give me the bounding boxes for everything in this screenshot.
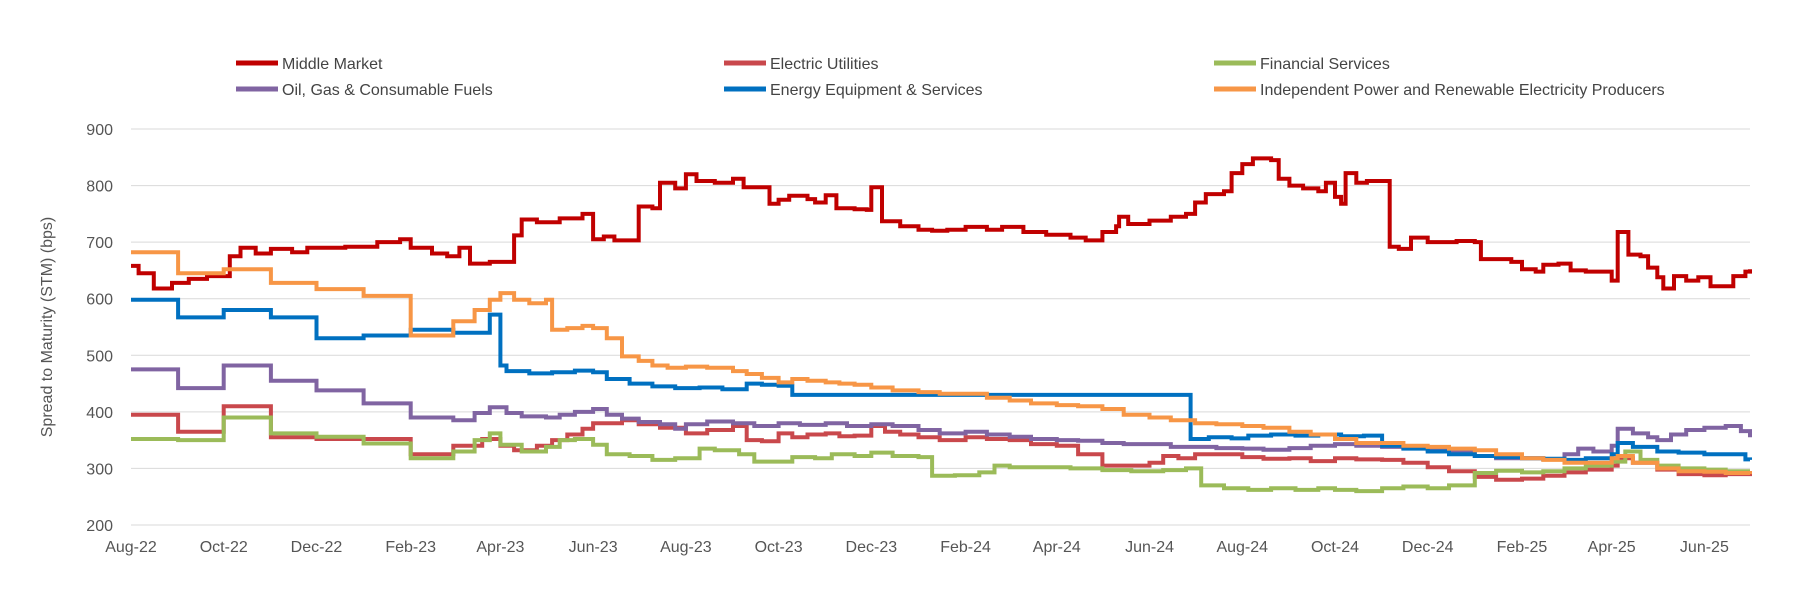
series-line-5: [131, 250, 1752, 475]
y-tick-label: 800: [86, 179, 113, 196]
x-tick-label: Oct-23: [755, 539, 803, 556]
legend-label: Energy Equipment & Services: [770, 82, 983, 99]
legend-item: Financial Services: [1214, 56, 1390, 73]
x-tick-label: Jun-24: [1125, 539, 1174, 556]
legend-item: Middle Market: [236, 56, 383, 73]
x-tick-label: Dec-24: [1402, 539, 1454, 556]
legend-label: Middle Market: [282, 56, 383, 73]
x-tick-label: Apr-24: [1033, 539, 1081, 556]
x-tick-label: Aug-24: [1216, 539, 1268, 556]
gridlines: [131, 128, 1750, 526]
legend-label: Independent Power and Renewable Electric…: [1260, 82, 1665, 99]
series-line-0: [131, 156, 1752, 291]
y-tick-label: 400: [86, 405, 113, 422]
x-tick-label: Oct-22: [200, 539, 248, 556]
y-tick-label: 200: [86, 518, 113, 535]
series-line-3: [131, 363, 1752, 462]
series-line-4: [131, 297, 1752, 462]
legend-item: Independent Power and Renewable Electric…: [1214, 82, 1665, 99]
series-lines: [131, 156, 1752, 494]
x-tick-label: Feb-25: [1497, 539, 1548, 556]
y-tick-label: 500: [86, 348, 113, 365]
x-tick-label: Apr-23: [476, 539, 524, 556]
x-tick-label: Jun-23: [569, 539, 618, 556]
x-tick-label: Jun-25: [1680, 539, 1729, 556]
legend-label: Financial Services: [1260, 56, 1390, 73]
x-tick-label: Feb-24: [940, 539, 991, 556]
legend-item: Electric Utilities: [724, 56, 878, 73]
legend-item: Energy Equipment & Services: [724, 82, 983, 99]
y-tick-label: 900: [86, 122, 113, 139]
x-tick-label: Dec-23: [846, 539, 898, 556]
y-tick-label: 600: [86, 292, 113, 309]
legend-item: Oil, Gas & Consumable Fuels: [236, 82, 493, 99]
legend-label: Oil, Gas & Consumable Fuels: [282, 82, 493, 99]
x-tick-label: Dec-22: [291, 539, 343, 556]
y-tick-label: 700: [86, 235, 113, 252]
x-tick-label: Feb-23: [385, 539, 436, 556]
series-line-1: [131, 404, 1752, 482]
x-axis-ticks: Aug-22 Oct-22 Dec-22 Feb-23 Apr-23 Jun-23 Aug-…: [105, 539, 1729, 556]
x-tick-label: Aug-23: [660, 539, 712, 556]
legend: Middle Market Electric Utilities Financial…: [236, 56, 1665, 99]
x-tick-label: Apr-25: [1588, 539, 1636, 556]
x-tick-label: Aug-22: [105, 539, 157, 556]
y-axis-title: Spread to Maturity (STM) (bps): [39, 217, 56, 438]
legend-label: Electric Utilities: [770, 56, 878, 73]
y-tick-label: 300: [86, 461, 113, 478]
series-line-2: [131, 415, 1750, 494]
x-tick-label: Oct-24: [1311, 539, 1359, 556]
y-axis-ticks: 200 300 400 500 600 700 800 900: [86, 122, 113, 535]
